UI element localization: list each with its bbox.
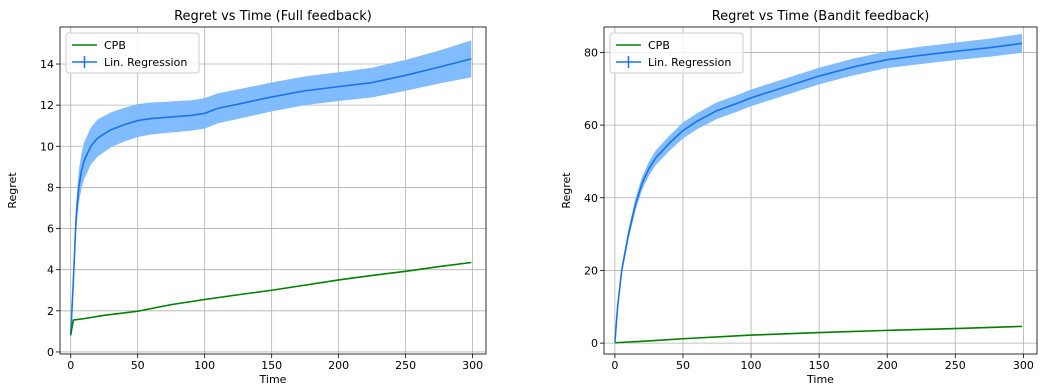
x-tick-label: 100	[741, 359, 762, 372]
x-tick-label: 150	[261, 359, 282, 372]
y-tick-label: 80	[584, 46, 598, 59]
error-band-linreg	[614, 33, 1023, 344]
error-bands	[614, 33, 1023, 344]
y-tick-label: 0	[47, 346, 54, 359]
x-tick-label: 150	[809, 359, 830, 372]
x-ticks: 0 50 100 150 200 250 300	[611, 354, 1034, 372]
x-tick-label: 250	[945, 359, 966, 372]
y-tick-label: 10	[40, 140, 54, 153]
x-tick-label: 300	[1013, 359, 1034, 372]
legend: CPB Lin. Regression	[65, 32, 200, 74]
y-tick-label: 6	[47, 223, 54, 236]
error-band-linreg	[70, 40, 472, 338]
y-tick-label: 20	[584, 264, 598, 277]
plot-frame	[59, 26, 487, 355]
chart-bandit-feedback: 0 50 100 150 200 250 300 0 20 40 60 80 Regret vs T…	[560, 9, 1038, 386]
x-tick-label: 0	[67, 359, 74, 372]
y-ticks: 0 20 40 60 80	[584, 46, 604, 350]
series-line-linreg	[614, 42, 1023, 343]
legend-cpb-label: CPB	[104, 39, 126, 52]
legend-box	[609, 32, 744, 74]
y-tick-label: 8	[47, 181, 54, 194]
x-tick-label: 50	[676, 359, 690, 372]
y-tick-label: 14	[40, 58, 54, 71]
y-tick-label: 12	[40, 99, 54, 112]
plot-frame	[603, 26, 1038, 355]
y-tick-label: 2	[47, 305, 54, 318]
x-tick-label: 200	[328, 359, 349, 372]
y-tick-label: 60	[584, 119, 598, 132]
x-axis-label: Time	[259, 373, 287, 386]
y-axis-label: Regret	[560, 172, 573, 209]
y-ticks: 0 2 4 6 8 10 12 14	[40, 58, 60, 359]
legend-linreg-label: Lin. Regression	[104, 56, 187, 69]
series-lines	[69, 58, 472, 336]
x-tick-label: 0	[611, 359, 618, 372]
series-line-cpb	[614, 325, 1023, 344]
y-axis-label: Regret	[6, 172, 19, 209]
x-ticks: 0 50 100 150 200 250 300	[67, 354, 483, 372]
chart-title: Regret vs Time (Full feedback)	[174, 9, 372, 24]
y-tick-label: 40	[584, 192, 598, 205]
x-tick-label: 200	[877, 359, 898, 372]
y-tick-label: 4	[47, 264, 54, 277]
x-axis-label: Time	[806, 373, 834, 386]
x-tick-label: 300	[462, 359, 483, 372]
legend-box	[65, 32, 200, 74]
series-line-cpb	[69, 261, 472, 335]
chart-full-feedback: 0 50 100 150 200 250 300 0 2 4 6 8 10 12 14 Regret vs…	[6, 9, 487, 386]
x-tick-label: 50	[131, 359, 145, 372]
x-tick-label: 100	[194, 359, 215, 372]
legend-linreg-label: Lin. Regression	[648, 56, 731, 69]
chart-title: Regret vs Time (Bandit feedback)	[712, 9, 930, 24]
y-tick-label: 0	[591, 337, 598, 350]
error-bands	[70, 40, 472, 338]
x-tick-label: 250	[395, 359, 416, 372]
series-lines	[614, 42, 1023, 344]
series-line-linreg	[69, 58, 472, 336]
legend: CPB Lin. Regression	[609, 32, 744, 74]
legend-cpb-label: CPB	[648, 39, 670, 52]
